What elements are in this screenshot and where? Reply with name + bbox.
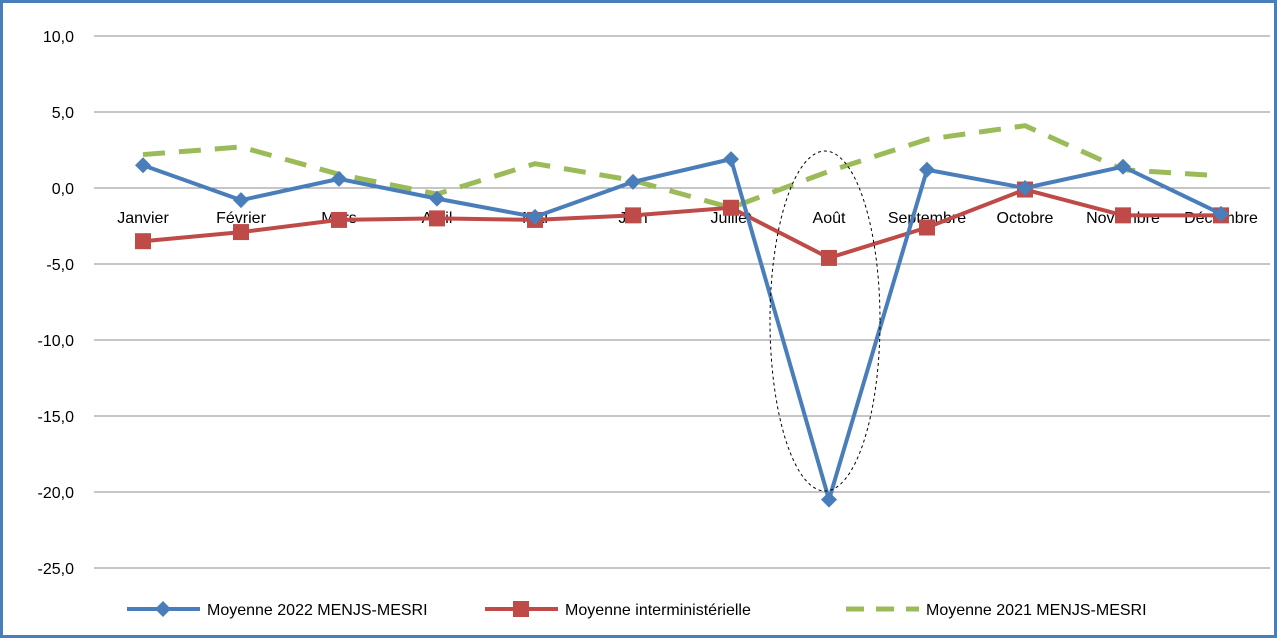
- data-point-square: [1115, 207, 1131, 224]
- series-line: [142, 157, 1222, 502]
- data-point-square: [135, 233, 151, 250]
- data-point-diamond: [429, 190, 445, 207]
- x-category-label: Août: [813, 210, 846, 227]
- y-tick-label: 5,0: [52, 105, 74, 122]
- data-point-square: [919, 219, 935, 236]
- y-tick-label: 10,0: [43, 29, 74, 46]
- data-point-diamond: [331, 170, 347, 187]
- y-tick-label: -10,0: [38, 333, 75, 350]
- series-lines: [135, 123, 1229, 508]
- data-point-diamond: [821, 491, 837, 508]
- data-point-diamond: [1017, 180, 1033, 196]
- data-point-diamond: [625, 173, 641, 190]
- y-tick-label: -5,0: [46, 257, 74, 274]
- y-tick-label: -15,0: [38, 409, 75, 426]
- data-point-diamond: [919, 161, 935, 178]
- data-point-diamond: [135, 157, 151, 174]
- y-axis-tick-labels: 10,0 5,0 0,0 -5,0 -10,0 -15,0 -20,0 -25,0: [38, 29, 75, 578]
- data-point-square: [233, 224, 249, 241]
- data-point-square: [821, 249, 837, 266]
- legend: Moyenne 2022 MENJS-MESRI Moyenne intermin…: [127, 601, 1147, 619]
- series-line: [142, 187, 1221, 260]
- legend-label: Moyenne 2021 MENJS-MESRI: [926, 602, 1147, 619]
- data-point-diamond: [1115, 158, 1131, 175]
- legend-label: Moyenne interministérielle: [565, 602, 751, 619]
- highlight-ellipse: [769, 150, 881, 492]
- series-line: [142, 123, 1222, 211]
- x-category-label: Janvier: [117, 210, 169, 227]
- data-point-diamond: [527, 208, 543, 225]
- legend-marker-diamond: [155, 601, 171, 617]
- y-tick-label: -20,0: [38, 485, 75, 502]
- gridlines: [94, 35, 1270, 569]
- y-tick-label: -25,0: [38, 561, 75, 578]
- data-point-square: [429, 210, 445, 227]
- data-point-square: [625, 207, 641, 224]
- data-point-diamond: [1213, 205, 1229, 222]
- data-point-diamond: [723, 151, 739, 168]
- x-category-label: Février: [216, 210, 266, 227]
- legend-label: Moyenne 2022 MENJS-MESRI: [207, 602, 428, 619]
- data-point-square: [723, 199, 739, 216]
- x-category-label: Octobre: [997, 210, 1054, 227]
- legend-marker-square: [513, 601, 529, 617]
- annotations: [769, 150, 881, 492]
- data-point-diamond: [233, 192, 249, 209]
- data-point-square: [331, 211, 347, 228]
- x-category-label: Septembre: [888, 210, 966, 227]
- y-tick-label: 0,0: [52, 181, 74, 198]
- line-chart: 10,0 5,0 0,0 -5,0 -10,0 -15,0 -20,0 -25,0 Janvi…: [38, 29, 1270, 619]
